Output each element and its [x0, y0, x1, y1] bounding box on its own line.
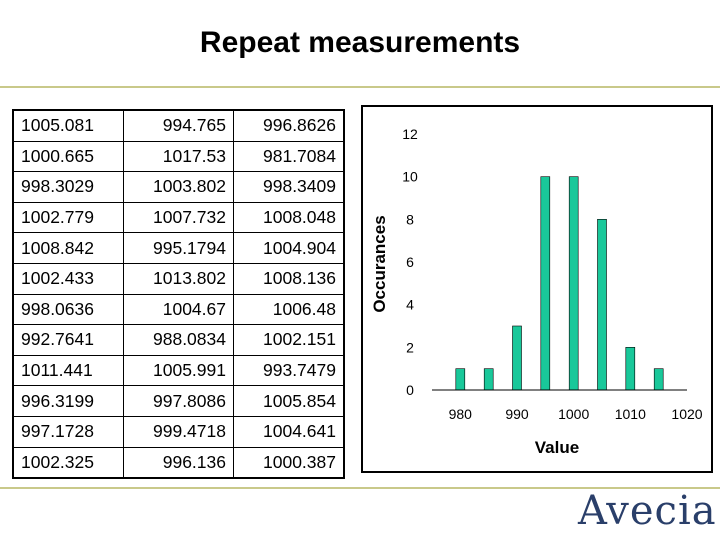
histogram-bar	[483, 368, 494, 391]
table-cell: 1004.641	[233, 415, 345, 448]
table-cell: 996.3199	[12, 385, 124, 417]
histogram-svg: 0 2 4 6 8 10 12 980 990 1000 1010 1020 Occurances V…	[361, 105, 713, 473]
histogram-chart: 0 2 4 6 8 10 12 980 990 1000 1010 1020 Occurances V…	[360, 104, 716, 476]
company-logo: Avecia	[578, 488, 717, 534]
x-tick-label: 990	[505, 406, 529, 422]
table-cell: 1007.732	[123, 201, 234, 234]
table-cell: 997.1728	[12, 415, 124, 448]
table-cell: 1000.387	[233, 446, 345, 479]
table-cell: 997.8086	[123, 385, 234, 417]
histogram-bar	[455, 368, 466, 391]
table-cell: 996.136	[123, 446, 234, 479]
table-cell: 996.8626	[233, 109, 345, 142]
table-row: 1002.325 996.136 1000.387	[12, 446, 345, 479]
table-cell: 994.765	[123, 109, 234, 142]
y-tick-label: 10	[402, 169, 418, 185]
histogram-bar	[625, 347, 636, 391]
table-cell: 1008.048	[233, 201, 345, 234]
slide-title: Repeat measurements	[199, 26, 521, 59]
axes-group: 0 2 4 6 8 10 12 980 990 1000 1010 1020	[402, 126, 703, 422]
y-tick-label: 8	[406, 211, 414, 227]
table-cell: 1008.842	[12, 232, 124, 264]
table-cell: 1003.802	[123, 171, 234, 203]
table-cell: 1004.904	[233, 232, 345, 264]
table-row: 1011.441 1005.991 993.7479	[12, 354, 345, 387]
table-row: 1005.081 994.765 996.8626	[12, 109, 345, 142]
y-tick-label: 6	[406, 254, 414, 270]
table-cell: 1017.53	[123, 140, 234, 173]
top-divider	[0, 86, 720, 88]
measurements-table: 1005.081 994.765 996.8626 1000.665 1017.53 98…	[12, 109, 345, 480]
x-axis-label: Value	[535, 438, 579, 457]
table-row: 1008.842 995.1794 1004.904	[12, 232, 345, 264]
table-cell: 995.1794	[123, 232, 234, 264]
histogram-bar	[568, 176, 579, 391]
table-cell: 988.0834	[123, 324, 234, 356]
histogram-bar	[540, 176, 551, 391]
table-row: 992.7641 988.0834 1002.151	[12, 324, 345, 356]
table-cell: 1002.325	[12, 446, 124, 479]
table-row: 1002.433 1013.802 1008.136	[12, 262, 345, 295]
table-cell: 1005.991	[123, 354, 234, 387]
table-cell: 998.3409	[233, 171, 345, 203]
x-tick-label: 1020	[671, 406, 702, 422]
table-row: 1002.779 1007.732 1008.048	[12, 201, 345, 234]
table-row: 998.0636 1004.67 1006.48	[12, 293, 345, 326]
histogram-bar	[512, 325, 522, 391]
y-axis-label: Occurances	[370, 215, 389, 312]
table-cell: 1011.441	[12, 354, 124, 387]
chart-frame	[361, 105, 713, 473]
table-cell: 998.3029	[12, 171, 124, 203]
y-tick-label: 4	[406, 297, 414, 313]
table-row: 997.1728 999.4718 1004.641	[12, 415, 345, 448]
table-cell: 993.7479	[233, 354, 345, 387]
x-tick-label: 1000	[558, 406, 589, 422]
table-cell: 1002.433	[12, 262, 124, 295]
bottom-divider	[0, 487, 720, 489]
table-cell: 1002.779	[12, 201, 124, 234]
bars-group	[455, 176, 664, 391]
table-cell: 1002.151	[233, 324, 345, 356]
x-tick-label: 1010	[615, 406, 646, 422]
table-row: 998.3029 1003.802 998.3409	[12, 171, 345, 203]
table-cell: 1013.802	[123, 262, 234, 295]
y-tick-label: 12	[402, 126, 418, 142]
table-row: 1000.665 1017.53 981.7084	[12, 140, 345, 173]
table-cell: 998.0636	[12, 293, 124, 326]
histogram-bar	[597, 219, 607, 391]
table-cell: 1000.665	[12, 140, 124, 173]
table-cell: 1008.136	[233, 262, 345, 295]
y-tick-label: 0	[406, 382, 414, 398]
histogram-bar	[653, 368, 664, 391]
table-cell: 1004.67	[123, 293, 234, 326]
y-tick-label: 2	[406, 339, 414, 355]
table-cell: 1006.48	[233, 293, 345, 326]
x-tick-label: 980	[449, 406, 473, 422]
measurements-table-body: 1005.081 994.765 996.8626 1000.665 1017.53 98…	[12, 109, 345, 479]
table-cell: 999.4718	[123, 415, 234, 448]
table-cell: 981.7084	[233, 140, 345, 173]
table-cell: 992.7641	[12, 324, 124, 356]
table-row: 996.3199 997.8086 1005.854	[12, 385, 345, 417]
table-cell: 1005.081	[12, 109, 124, 142]
table-cell: 1005.854	[233, 385, 345, 417]
